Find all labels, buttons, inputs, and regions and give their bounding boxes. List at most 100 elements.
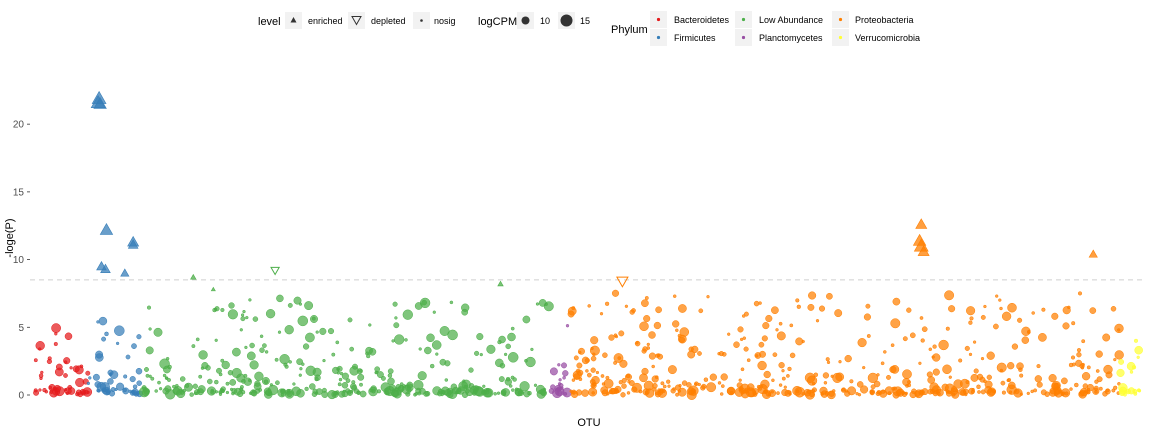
data-point — [557, 382, 562, 386]
data-point — [678, 383, 682, 388]
data-point — [919, 316, 924, 320]
data-point — [909, 332, 916, 339]
data-point — [561, 362, 567, 369]
data-point — [218, 372, 223, 377]
data-point — [628, 380, 635, 386]
data-point — [77, 391, 84, 398]
data-point — [678, 304, 687, 313]
data-point — [276, 294, 284, 303]
data-point — [406, 381, 414, 389]
data-point — [114, 325, 125, 336]
data-point — [576, 362, 583, 369]
data-point — [249, 360, 259, 370]
data-point — [1014, 388, 1020, 395]
data-point — [394, 334, 405, 345]
data-point — [781, 369, 785, 373]
verrucomicrobia-dot-icon — [838, 35, 843, 40]
data-point — [476, 333, 484, 341]
data-point — [862, 365, 866, 370]
data-point — [573, 355, 579, 361]
data-point — [240, 316, 246, 322]
data-point — [719, 392, 724, 396]
data-point — [694, 382, 698, 386]
data-point — [996, 362, 1007, 373]
data-point — [1034, 375, 1042, 383]
data-point — [164, 385, 172, 393]
data-point — [611, 289, 620, 297]
data-point — [1044, 391, 1050, 397]
data-point — [983, 304, 987, 309]
data-point — [902, 369, 912, 380]
data-point — [1094, 390, 1098, 394]
data-point — [980, 356, 985, 361]
data-point — [1129, 370, 1134, 374]
data-point — [75, 377, 85, 388]
data-point — [227, 370, 234, 376]
data-point — [496, 391, 501, 395]
data-point — [826, 292, 833, 300]
data-point — [571, 306, 576, 311]
data-point — [35, 341, 45, 351]
data-point — [972, 340, 977, 344]
data-point — [67, 384, 73, 390]
data-point — [279, 354, 290, 365]
data-point — [720, 384, 725, 388]
data-point — [167, 378, 171, 382]
y-tick-label: 20 — [13, 120, 25, 131]
data-point — [40, 370, 44, 375]
data-point — [631, 308, 636, 313]
data-point — [655, 353, 660, 358]
data-points — [33, 289, 1143, 400]
data-point — [241, 379, 246, 384]
data-point — [359, 368, 363, 373]
enriched-point — [917, 245, 930, 256]
data-point — [383, 387, 392, 396]
data-point — [1026, 391, 1030, 396]
data-point — [672, 294, 677, 298]
data-point — [1076, 348, 1082, 353]
data-point — [641, 299, 649, 308]
enriched-point — [99, 222, 114, 235]
data-point — [672, 387, 676, 391]
data-point — [157, 380, 161, 385]
data-point — [887, 391, 892, 396]
data-point — [195, 337, 200, 342]
data-point — [1105, 371, 1113, 379]
depleted-point — [616, 276, 629, 288]
size-15-icon — [560, 14, 573, 27]
data-point — [1094, 379, 1099, 384]
data-point — [198, 374, 203, 379]
data-point — [667, 365, 677, 375]
data-point — [267, 391, 272, 397]
data-point — [1069, 387, 1073, 391]
data-point — [948, 375, 952, 379]
data-point — [747, 388, 757, 398]
data-point — [993, 323, 999, 330]
data-point — [198, 350, 208, 360]
data-point — [435, 352, 439, 356]
data-point — [562, 370, 569, 377]
bacteroidetes-dot-icon — [656, 17, 661, 22]
data-point — [225, 390, 230, 395]
data-point — [297, 315, 309, 327]
data-point — [970, 373, 979, 382]
data-point — [314, 391, 319, 396]
data-point — [249, 342, 255, 349]
data-point — [932, 344, 937, 349]
data-point — [132, 384, 138, 389]
data-point — [1096, 376, 1103, 383]
data-point — [1019, 392, 1023, 396]
data-point — [1117, 328, 1121, 332]
data-point — [826, 360, 831, 365]
data-point — [498, 376, 505, 383]
data-point — [44, 389, 49, 394]
data-point — [254, 371, 264, 381]
data-point — [65, 391, 69, 395]
data-point — [907, 380, 911, 385]
data-point — [146, 305, 152, 310]
data-point — [49, 390, 54, 394]
data-point — [182, 388, 187, 393]
data-point — [107, 378, 114, 385]
data-point — [1036, 364, 1041, 369]
